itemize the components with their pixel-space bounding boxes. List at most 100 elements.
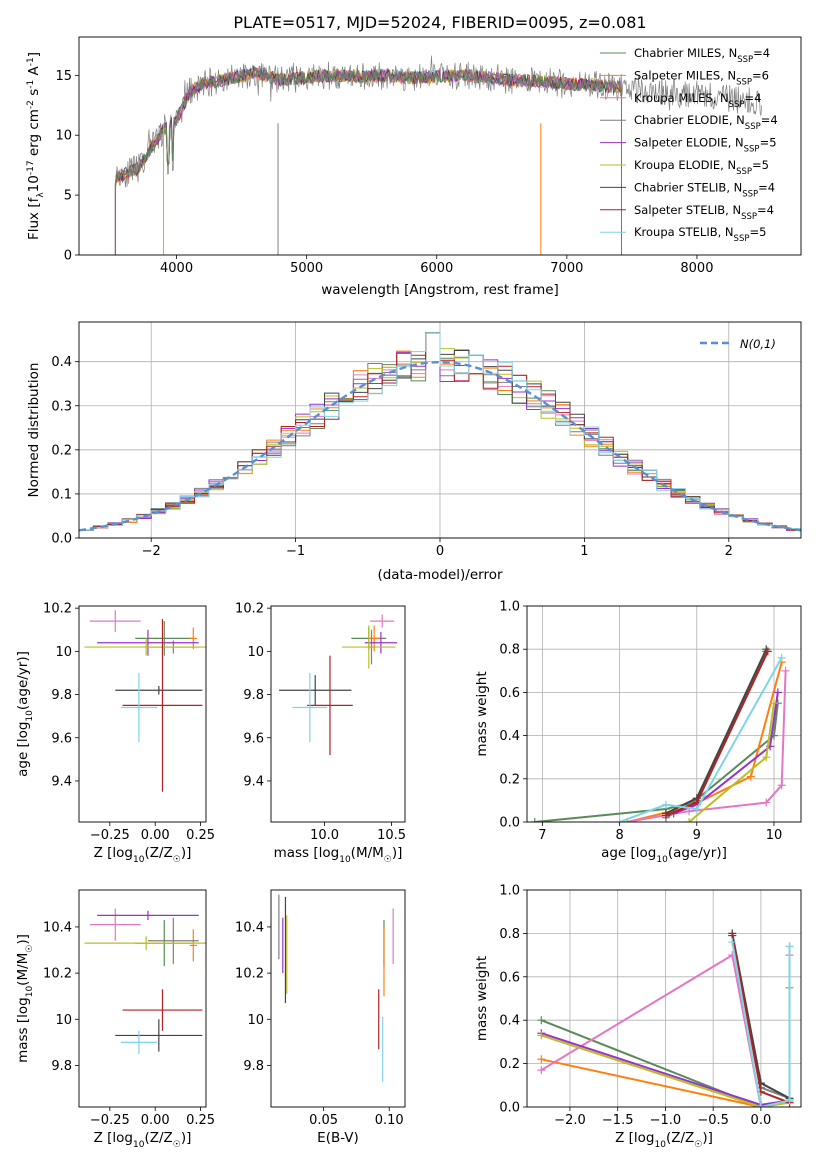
mass-vs-EBV-ytick-label: 10 [247,1013,264,1028]
residual-histogram-xtick-label: −2 [142,544,161,559]
legend-entry: Kroupa STELIB, NSSP=5 [634,225,766,244]
mass-weight-marker [661,811,670,820]
mass-weight-vs-Z-ytick-label: 0.8 [499,927,520,942]
age-vs-Z-xtick-label: 0.25 [186,828,215,843]
mass-weight-vs-age-lines [530,645,790,822]
spectrum-xtick-label: 4000 [160,261,193,276]
mass-weight-vs-Z-xtick-label: −1.0 [650,1113,682,1128]
age-vs-mass-ytick-label: 9.8 [243,688,264,703]
spectrum-xlabel: wavelength [Angstrom, rest frame] [321,282,559,298]
age-vs-Z-ytick-label: 10.2 [43,602,72,617]
mass-weight-marker [762,798,771,807]
legend-entry: Chabrier MILES, NSSP=4 [634,46,770,65]
age-vs-mass-frame [270,605,406,823]
mass-weight-series [688,703,775,822]
mass-vs-Z-xtick-label: 0.00 [141,1113,170,1128]
age-vs-mass-xtick-label: 10.0 [310,828,339,843]
age-vs-Z-xtick-label: 0.00 [141,828,170,843]
mass-weight-vs-age-ytick-label: 0.6 [499,686,520,701]
legend-entry: Kroupa MILES, NSSP=4 [634,91,761,110]
mass-weight-vs-Z-xtick-label: −1.5 [602,1113,634,1128]
mass-weight-marker [763,647,772,656]
mass-weight-vs-Z-lines [537,929,794,1107]
residual-histogram-ytick-label: 0.4 [51,355,72,370]
mass-vs-EBV-ytick-label: 10.2 [235,967,264,982]
mass-weight-vs-Z-ytick-label: 0.4 [499,1014,520,1029]
mass-vs-Z-ytick-label: 10 [55,1013,72,1028]
age-vs-mass-xlabel: mass [log10(M/M☉)] [274,845,403,865]
mass-vs-Z-frame [78,889,207,1108]
mass-weight-vs-Z-xtick-label: −0.5 [697,1113,729,1128]
histogram-ylabel: Normed distribution [26,363,42,498]
mass-weight-marker [762,645,771,654]
mass-weight-vs-age-ytick-label: 0.2 [499,772,520,787]
mass-vs-Z-ytick-label: 10.4 [43,920,72,935]
legend-entry: Salpeter MILES, NSSP=6 [634,68,769,87]
mass-vs-Z-xtick-label: −0.25 [90,1113,130,1128]
residual-histogram-ytick-label: 0.1 [51,487,72,502]
spectrum-xtick-label: 8000 [680,261,713,276]
mass-weight-vs-age-xtick-label: 10 [766,828,783,843]
mass-weight-marker [785,1096,794,1105]
age-vs-mass-ytick-label: 10 [247,645,264,660]
residual-histogram-ytick-label: 0.2 [51,443,72,458]
mass-weight-vs-Z-ytick-label: 0.0 [499,1101,520,1116]
normal-reference-curve [79,360,801,532]
spectrum-frame [78,36,802,256]
mass-vs-EBV-ytick-label: 9.8 [243,1059,264,1074]
mass-weight-marker [756,1103,765,1107]
mass-weight-marker [728,938,737,947]
legend-entry: Kroupa ELODIE, NSSP=5 [634,158,769,177]
mass-weight-marker [537,1066,546,1075]
mass-weight-vs-Z-xtick-label: 0.0 [751,1113,772,1128]
age-vs-Z-ytick-label: 10 [55,645,72,660]
mass-weight-vs-Z-ytick-label: 1.0 [499,884,520,899]
mass-vs-EBV-xlabel: E(B-V) [317,1130,359,1146]
mass-weight-vs-Z-xlabel: Z [log10(Z/Z☉)] [615,1130,713,1150]
mass-weight-marker [537,1031,546,1040]
mass-weight-marker [746,772,755,781]
residual-histogram-xtick-label: 2 [725,544,733,559]
mass-weight-vs-age-ytick-label: 1.0 [499,600,520,615]
age-vs-Z-xlabel: Z [log10(Z/Z☉)] [94,845,192,865]
age-vs-mass-xtick-label: 10.5 [377,828,406,843]
spectrum-xtick-label: 7000 [550,261,583,276]
mass-weight-series [534,703,779,822]
mass-vs-EBV-points [278,894,394,1082]
age-vs-Z-frame [78,605,207,823]
mass-vs-EBV-xtick-label: 0.05 [309,1113,338,1128]
mass-weight-marker [685,818,694,822]
mass-weight-vs-age-ytick-label: 0.8 [499,643,520,658]
age-vs-Z-xtick-label: −0.25 [90,828,130,843]
mass-weight-vs-Z-ytick-label: 0.6 [499,970,520,985]
legend-entry: Salpeter STELIB, NSSP=4 [634,203,774,222]
mass-weight-series [619,657,783,822]
residual-histogram-xtick-label: −1 [286,544,305,559]
mass-weight-series [673,692,779,815]
mass-vs-EBV-xtick-label: 0.10 [375,1113,404,1128]
mass-weight-marker [781,666,790,675]
histogram-xlabel: (data-model)/error [377,567,503,583]
mass-weight-vs-age-ylabel: mass weight [474,671,490,756]
mass-weight-vs-age-xtick-label: 9 [693,828,701,843]
mass-vs-Z-xtick-label: 0.25 [186,1113,215,1128]
spectrum-ytick-label: 0 [64,249,72,264]
residual-histogram-ytick-label: 0.0 [51,532,72,547]
age-vs-Z-ytick-label: 9.6 [51,731,72,746]
mass-weight-vs-Z-xtick-label: −2.0 [554,1113,586,1128]
mass-weight-marker [530,818,539,822]
age-vs-mass-ytick-label: 9.4 [243,774,264,789]
mass-weight-marker [537,1055,546,1064]
spectrum-ytick-label: 15 [55,69,72,84]
mass-weight-vs-Z-frame [526,889,802,1108]
age-vs-Z-ytick-label: 9.4 [51,774,72,789]
mass-weight-marker [661,800,670,809]
age-vs-Z-ylabel: age [log10(age/yr)] [15,651,35,777]
mass-weight-marker [777,781,786,790]
residual-histogram-ytick-label: 0.3 [51,399,72,414]
mass-weight-marker [777,653,786,662]
mass-vs-Z-ytick-label: 10.2 [43,967,72,982]
residual-histogram-xtick-label: 1 [580,544,588,559]
mass-weight-marker [756,1079,765,1088]
